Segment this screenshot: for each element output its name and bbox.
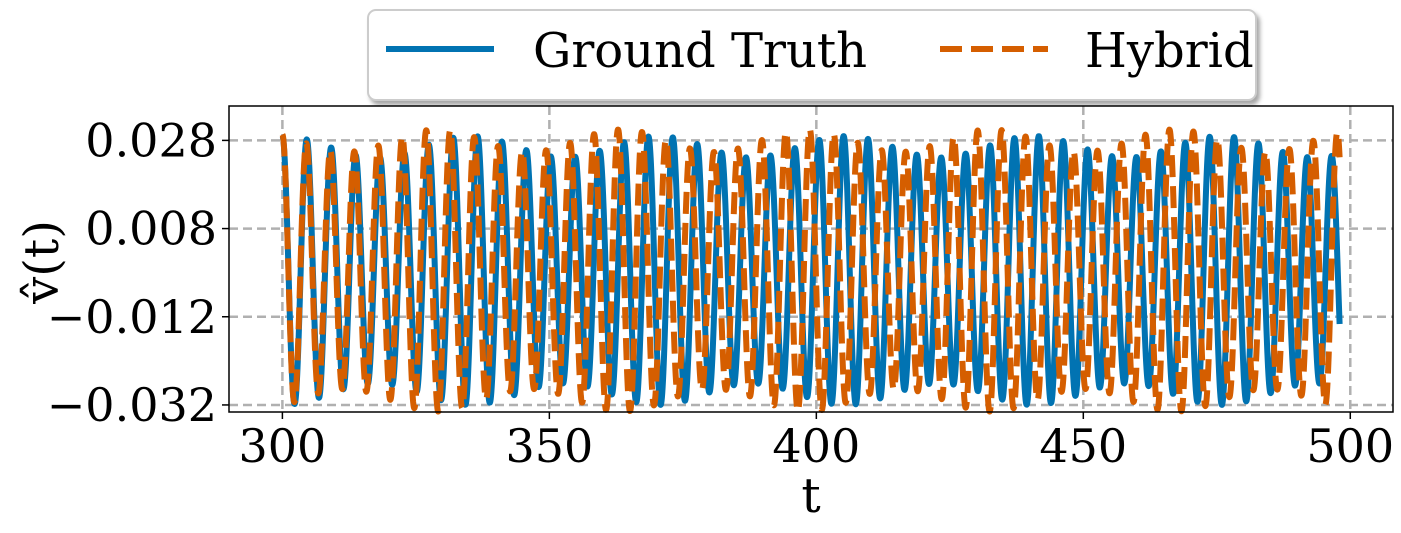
legend: Ground Truth Hybrid — [367, 9, 1257, 101]
y-axis-title: v̂(t) — [14, 220, 70, 305]
legend-box — [367, 9, 1257, 101]
x-axis-title: t — [801, 468, 820, 524]
ticks: 300 350 400 450 500 0.028 0.008 −0.012 −0.032 — [47, 113, 1394, 473]
plot-area: 300 350 400 450 500 0.028 0.008 −0.012 −0.032 — [47, 105, 1394, 473]
y-tick-label: −0.012 — [47, 290, 217, 344]
y-tick-label: 0.028 — [85, 113, 217, 167]
x-tick-label: 500 — [1306, 419, 1394, 473]
series — [279, 126, 1343, 415]
x-tick-label: 450 — [1039, 419, 1127, 473]
x-tick-label: 350 — [505, 419, 593, 473]
legend-label-hybrid: Hybrid — [1085, 23, 1254, 79]
y-tick-label: −0.032 — [47, 378, 217, 432]
plot-border — [228, 105, 1394, 413]
series-line-hybrid — [279, 126, 1343, 415]
x-tick-label: 300 — [238, 419, 326, 473]
y-tick-label: 0.008 — [85, 202, 217, 256]
x-tick-label: 400 — [772, 419, 860, 473]
legend-label-ground-truth: Ground Truth — [533, 23, 867, 79]
